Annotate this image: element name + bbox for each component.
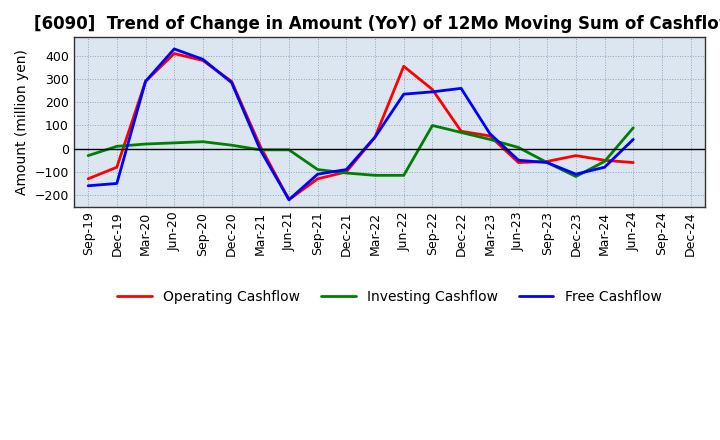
Line: Investing Cashflow: Investing Cashflow: [88, 125, 634, 176]
Operating Cashflow: [514, 160, 523, 165]
Free Cashflow: [313, 172, 322, 177]
Investing Cashflow: [485, 137, 494, 142]
Free Cashflow: [342, 167, 351, 172]
Free Cashflow: [514, 158, 523, 163]
Operating Cashflow: [456, 128, 465, 134]
Operating Cashflow: [199, 58, 207, 63]
Investing Cashflow: [313, 167, 322, 172]
Operating Cashflow: [371, 135, 379, 140]
Free Cashflow: [112, 181, 121, 186]
Operating Cashflow: [485, 133, 494, 139]
Free Cashflow: [170, 46, 179, 51]
Operating Cashflow: [572, 153, 580, 158]
Free Cashflow: [485, 131, 494, 136]
Investing Cashflow: [400, 172, 408, 178]
Operating Cashflow: [629, 160, 638, 165]
Free Cashflow: [400, 92, 408, 97]
Investing Cashflow: [543, 160, 552, 165]
Y-axis label: Amount (million yen): Amount (million yen): [15, 49, 29, 195]
Free Cashflow: [228, 80, 236, 85]
Operating Cashflow: [84, 176, 92, 181]
Investing Cashflow: [228, 143, 236, 148]
Investing Cashflow: [284, 147, 293, 153]
Operating Cashflow: [112, 165, 121, 170]
Investing Cashflow: [141, 141, 150, 147]
Operating Cashflow: [313, 176, 322, 181]
Investing Cashflow: [514, 145, 523, 150]
Operating Cashflow: [228, 79, 236, 84]
Operating Cashflow: [170, 51, 179, 56]
Investing Cashflow: [572, 174, 580, 179]
Operating Cashflow: [284, 197, 293, 202]
Free Cashflow: [371, 135, 379, 140]
Investing Cashflow: [112, 144, 121, 149]
Investing Cashflow: [84, 153, 92, 158]
Investing Cashflow: [342, 170, 351, 176]
Legend: Operating Cashflow, Investing Cashflow, Free Cashflow: Operating Cashflow, Investing Cashflow, …: [112, 285, 667, 310]
Free Cashflow: [629, 137, 638, 142]
Investing Cashflow: [428, 123, 437, 128]
Investing Cashflow: [371, 172, 379, 178]
Line: Operating Cashflow: Operating Cashflow: [88, 54, 634, 200]
Operating Cashflow: [600, 158, 609, 163]
Free Cashflow: [256, 147, 265, 153]
Free Cashflow: [572, 172, 580, 177]
Free Cashflow: [456, 86, 465, 91]
Investing Cashflow: [170, 140, 179, 146]
Investing Cashflow: [600, 159, 609, 164]
Operating Cashflow: [141, 79, 150, 84]
Line: Free Cashflow: Free Cashflow: [88, 49, 634, 200]
Operating Cashflow: [256, 144, 265, 149]
Investing Cashflow: [629, 125, 638, 130]
Investing Cashflow: [199, 139, 207, 144]
Operating Cashflow: [543, 159, 552, 164]
Operating Cashflow: [342, 169, 351, 175]
Free Cashflow: [543, 160, 552, 165]
Free Cashflow: [284, 197, 293, 202]
Title: [6090]  Trend of Change in Amount (YoY) of 12Mo Moving Sum of Cashflows: [6090] Trend of Change in Amount (YoY) o…: [35, 15, 720, 33]
Free Cashflow: [428, 89, 437, 95]
Investing Cashflow: [456, 130, 465, 135]
Free Cashflow: [199, 57, 207, 62]
Free Cashflow: [600, 165, 609, 170]
Free Cashflow: [84, 183, 92, 188]
Operating Cashflow: [400, 64, 408, 69]
Free Cashflow: [141, 79, 150, 84]
Operating Cashflow: [428, 87, 437, 92]
Investing Cashflow: [256, 147, 265, 153]
